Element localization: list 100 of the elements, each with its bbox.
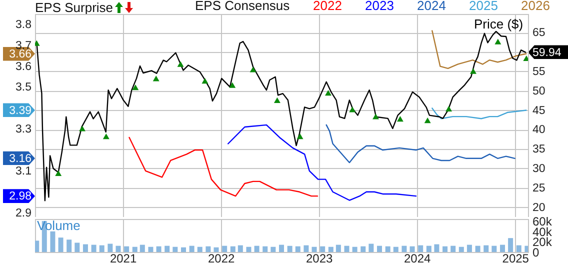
point xyxy=(55,170,62,176)
series-label: Price ($) xyxy=(474,16,524,32)
line-series xyxy=(326,124,516,164)
bar xyxy=(108,244,113,252)
bar xyxy=(442,246,448,252)
x-tick-label: 2022 xyxy=(208,252,235,264)
bar xyxy=(450,246,456,252)
bar xyxy=(238,245,243,252)
bar xyxy=(368,244,374,252)
bar xyxy=(466,244,472,252)
bar xyxy=(189,246,194,252)
bar xyxy=(458,246,464,252)
point xyxy=(274,97,280,103)
bar xyxy=(393,246,398,252)
bar xyxy=(254,246,260,252)
bar xyxy=(484,245,489,252)
y2-tick-label: 55 xyxy=(532,66,546,78)
y2-tick-label: 50 xyxy=(532,85,546,98)
bar xyxy=(385,246,390,252)
bar xyxy=(116,246,121,252)
bar xyxy=(516,245,522,252)
y2-tick-label: 30 xyxy=(532,162,546,175)
point xyxy=(229,82,236,88)
bar xyxy=(124,246,130,252)
point xyxy=(152,76,160,82)
x-tick-label: 2023 xyxy=(306,252,333,264)
point xyxy=(349,106,356,112)
x-tick-label: 2025 xyxy=(502,252,530,264)
y-tick-label: 3.6 xyxy=(16,60,32,73)
bar xyxy=(74,242,80,252)
bar xyxy=(140,244,145,252)
bar xyxy=(197,246,202,252)
point xyxy=(446,106,452,112)
y2-tick-label: 35 xyxy=(532,144,546,156)
x-tick-label: 2024 xyxy=(404,252,432,264)
chart-title: EPS Surprise xyxy=(35,0,114,15)
bar xyxy=(344,246,350,252)
y2-tick-label: 65 xyxy=(532,27,546,40)
legend-title: EPS Consensus xyxy=(195,0,290,13)
text: 2023 xyxy=(365,0,394,13)
bar xyxy=(82,244,88,252)
text: 2026 xyxy=(521,0,550,13)
point xyxy=(424,118,431,124)
bar xyxy=(328,246,334,252)
bar xyxy=(492,246,497,252)
bar xyxy=(50,231,56,252)
bar xyxy=(35,240,40,252)
y-tick-label: 3.8 xyxy=(16,18,32,31)
bar xyxy=(418,245,424,252)
bar xyxy=(402,246,407,252)
point xyxy=(132,84,139,90)
line-series xyxy=(432,108,527,120)
bar xyxy=(270,246,276,252)
point xyxy=(494,38,502,44)
x-tick-label: 2021 xyxy=(110,252,137,264)
y2-tick-label: 40 xyxy=(532,124,546,136)
point xyxy=(102,133,110,140)
point xyxy=(296,133,304,140)
bar xyxy=(99,245,104,252)
bar xyxy=(500,244,505,252)
point xyxy=(470,68,476,74)
bar xyxy=(246,246,252,252)
bar xyxy=(230,246,236,252)
y-tick-label: 2.98 xyxy=(9,190,32,203)
line-series xyxy=(227,124,417,201)
bar xyxy=(320,246,326,252)
bar xyxy=(295,246,300,252)
bar xyxy=(434,244,440,252)
bar xyxy=(312,246,317,252)
bar xyxy=(180,247,186,252)
bar xyxy=(172,246,178,252)
y2-tick-label: 59.94 xyxy=(532,46,562,59)
bar xyxy=(508,238,514,252)
bar xyxy=(426,246,432,252)
bar xyxy=(304,245,309,252)
bar xyxy=(214,247,219,252)
bar xyxy=(360,246,366,252)
bar xyxy=(377,246,382,252)
bar xyxy=(164,246,170,252)
bar xyxy=(156,246,162,252)
bar xyxy=(58,238,64,252)
y2-tick-label: 25 xyxy=(532,182,546,194)
bar xyxy=(287,246,292,252)
bar xyxy=(475,246,480,252)
text: 2022 xyxy=(313,0,342,13)
bar xyxy=(132,246,138,252)
line-series xyxy=(432,30,527,70)
line-series xyxy=(128,136,318,197)
y2-tick-label: 20 xyxy=(532,202,546,214)
y-tick-label: 3.1 xyxy=(16,165,32,178)
bar xyxy=(148,246,154,252)
y-tick-label: 3.66 xyxy=(9,48,32,60)
y-tick-label: 2.9 xyxy=(16,207,32,220)
bar xyxy=(262,246,268,252)
point xyxy=(396,116,404,122)
bar xyxy=(91,244,96,252)
bar xyxy=(206,246,211,252)
y2-tick-label: 45 xyxy=(532,104,546,117)
point xyxy=(79,126,86,132)
line-series xyxy=(36,30,526,202)
